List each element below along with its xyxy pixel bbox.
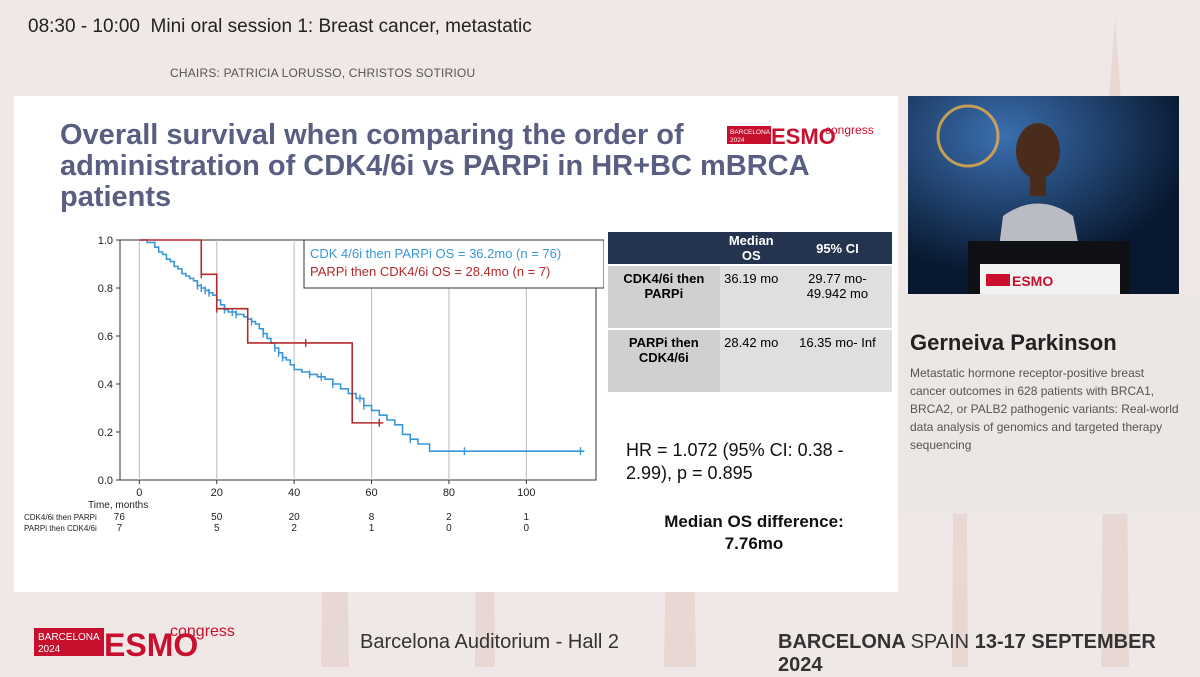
- footer-logo-suffix: congress: [170, 623, 235, 640]
- footer-country: SPAIN: [910, 631, 970, 653]
- speaker-description: Metastatic hormone receptor-positive bre…: [910, 366, 1179, 452]
- table-header-empty: [608, 232, 720, 265]
- speaker-name: Gerneiva Parkinson: [910, 330, 1117, 355]
- x-tick-label: 100: [517, 487, 535, 499]
- y-tick-label: 0.0: [98, 475, 113, 487]
- table-row: PARPi then CDK4/6i 28.42 mo 16.35 mo- In…: [608, 328, 892, 392]
- y-tick-label: 0.4: [98, 379, 113, 391]
- video-logo-brand: ESMO: [1012, 273, 1053, 289]
- series-line-0: [139, 239, 585, 452]
- risk-value: 7: [117, 523, 123, 534]
- risk-row-label: CDK4/6i then PARPi: [24, 513, 97, 522]
- logo-year: 2024: [730, 137, 745, 144]
- table-header-median: Median OS: [719, 232, 783, 265]
- legend-box: [303, 239, 604, 289]
- table-header-ci: 95% CI: [782, 232, 892, 265]
- legend-entry: CDK 4/6i then PARPi OS = 36.2mo (n = 76): [310, 246, 561, 261]
- slide-title: Overall survival when comparing the orde…: [60, 119, 809, 213]
- risk-value: 0: [446, 523, 452, 534]
- logo-brand: ESMO: [771, 124, 836, 149]
- row-label: CDK4/6i then PARPi: [608, 264, 720, 329]
- row-median: 36.19 mo: [719, 264, 783, 329]
- session-time: 08:30 - 10:00: [28, 16, 140, 37]
- speaker-video-frame: ESMO: [908, 96, 1179, 294]
- x-tick-label: 0: [136, 487, 142, 499]
- risk-value: 2: [446, 512, 452, 523]
- footer-esmo-logo: BARCELONA 2024 ESMO congress: [34, 623, 235, 660]
- risk-value: 8: [369, 512, 375, 523]
- row-ci: 29.77 mo- 49.942 mo: [782, 264, 892, 329]
- presentation-slide: Overall survival when comparing the orde…: [14, 96, 898, 592]
- row-median: 28.42 mo: [719, 328, 783, 392]
- risk-value: 50: [211, 512, 223, 523]
- session-title: Mini oral session 1: Breast cancer, meta…: [150, 16, 532, 37]
- y-tick-label: 0.6: [98, 331, 113, 343]
- logo-suffix: congress: [825, 123, 874, 137]
- risk-value: 76: [114, 512, 126, 523]
- x-tick-label: 20: [211, 487, 223, 499]
- risk-value: 5: [214, 523, 220, 534]
- risk-row-label: PARPi then CDK4/6i: [24, 524, 97, 533]
- x-axis-label: Time, months: [88, 500, 148, 511]
- x-tick-label: 40: [288, 487, 300, 499]
- footer-hall: Barcelona Auditorium - Hall 2: [360, 631, 620, 653]
- row-ci: 16.35 mo- Inf: [782, 328, 892, 392]
- footer-logo-year: 2024: [38, 644, 61, 655]
- speaker-panel: Gerneiva Parkinson Metastatic hormone re…: [898, 294, 1200, 514]
- y-tick-label: 1.0: [98, 235, 113, 247]
- footer-city: BARCELONA: [778, 631, 906, 653]
- footer-location-dates: BARCELONA SPAIN 13-17 SEPTEMBER 2024: [778, 631, 1200, 677]
- median-os-table: Median OS 95% CI CDK4/6i then PARPi 36.1…: [608, 232, 892, 392]
- risk-value: 1: [369, 523, 375, 534]
- series-line-1: [139, 239, 384, 424]
- x-tick-label: 80: [443, 487, 455, 499]
- risk-value: 20: [289, 512, 301, 523]
- median-os-difference: Median OS difference: 7.76mo: [664, 512, 844, 553]
- y-tick-label: 0.8: [98, 283, 113, 295]
- x-tick-label: 60: [365, 487, 377, 499]
- footer-logo-brand: ESMO: [104, 627, 198, 660]
- y-tick-label: 0.2: [98, 427, 113, 439]
- footer-logo-city: BARCELONA: [38, 632, 100, 643]
- risk-value: 2: [291, 523, 297, 534]
- row-label: PARPi then CDK4/6i: [608, 328, 720, 392]
- risk-value: 1: [524, 512, 530, 523]
- session-chairs: CHAIRS: PATRICIA LORUSSO, CHRISTOS SOTIR…: [170, 66, 476, 80]
- hazard-ratio-text: HR = 1.072 (95% CI: 0.38 - 2.99), p = 0.…: [626, 440, 844, 483]
- legend-entry: PARPi then CDK4/6i OS = 28.4mo (n = 7): [310, 264, 550, 279]
- logo-city: BARCELONA: [730, 129, 771, 136]
- esmo-logo: BARCELONA 2024 ESMO congress: [727, 123, 874, 149]
- table-row: CDK4/6i then PARPi 36.19 mo 29.77 mo- 49…: [608, 264, 892, 329]
- speaker-video: ESMO: [908, 96, 1179, 294]
- session-header: 08:30 - 10:00 Mini oral session 1: Breas…: [28, 16, 532, 38]
- risk-value: 0: [524, 523, 530, 534]
